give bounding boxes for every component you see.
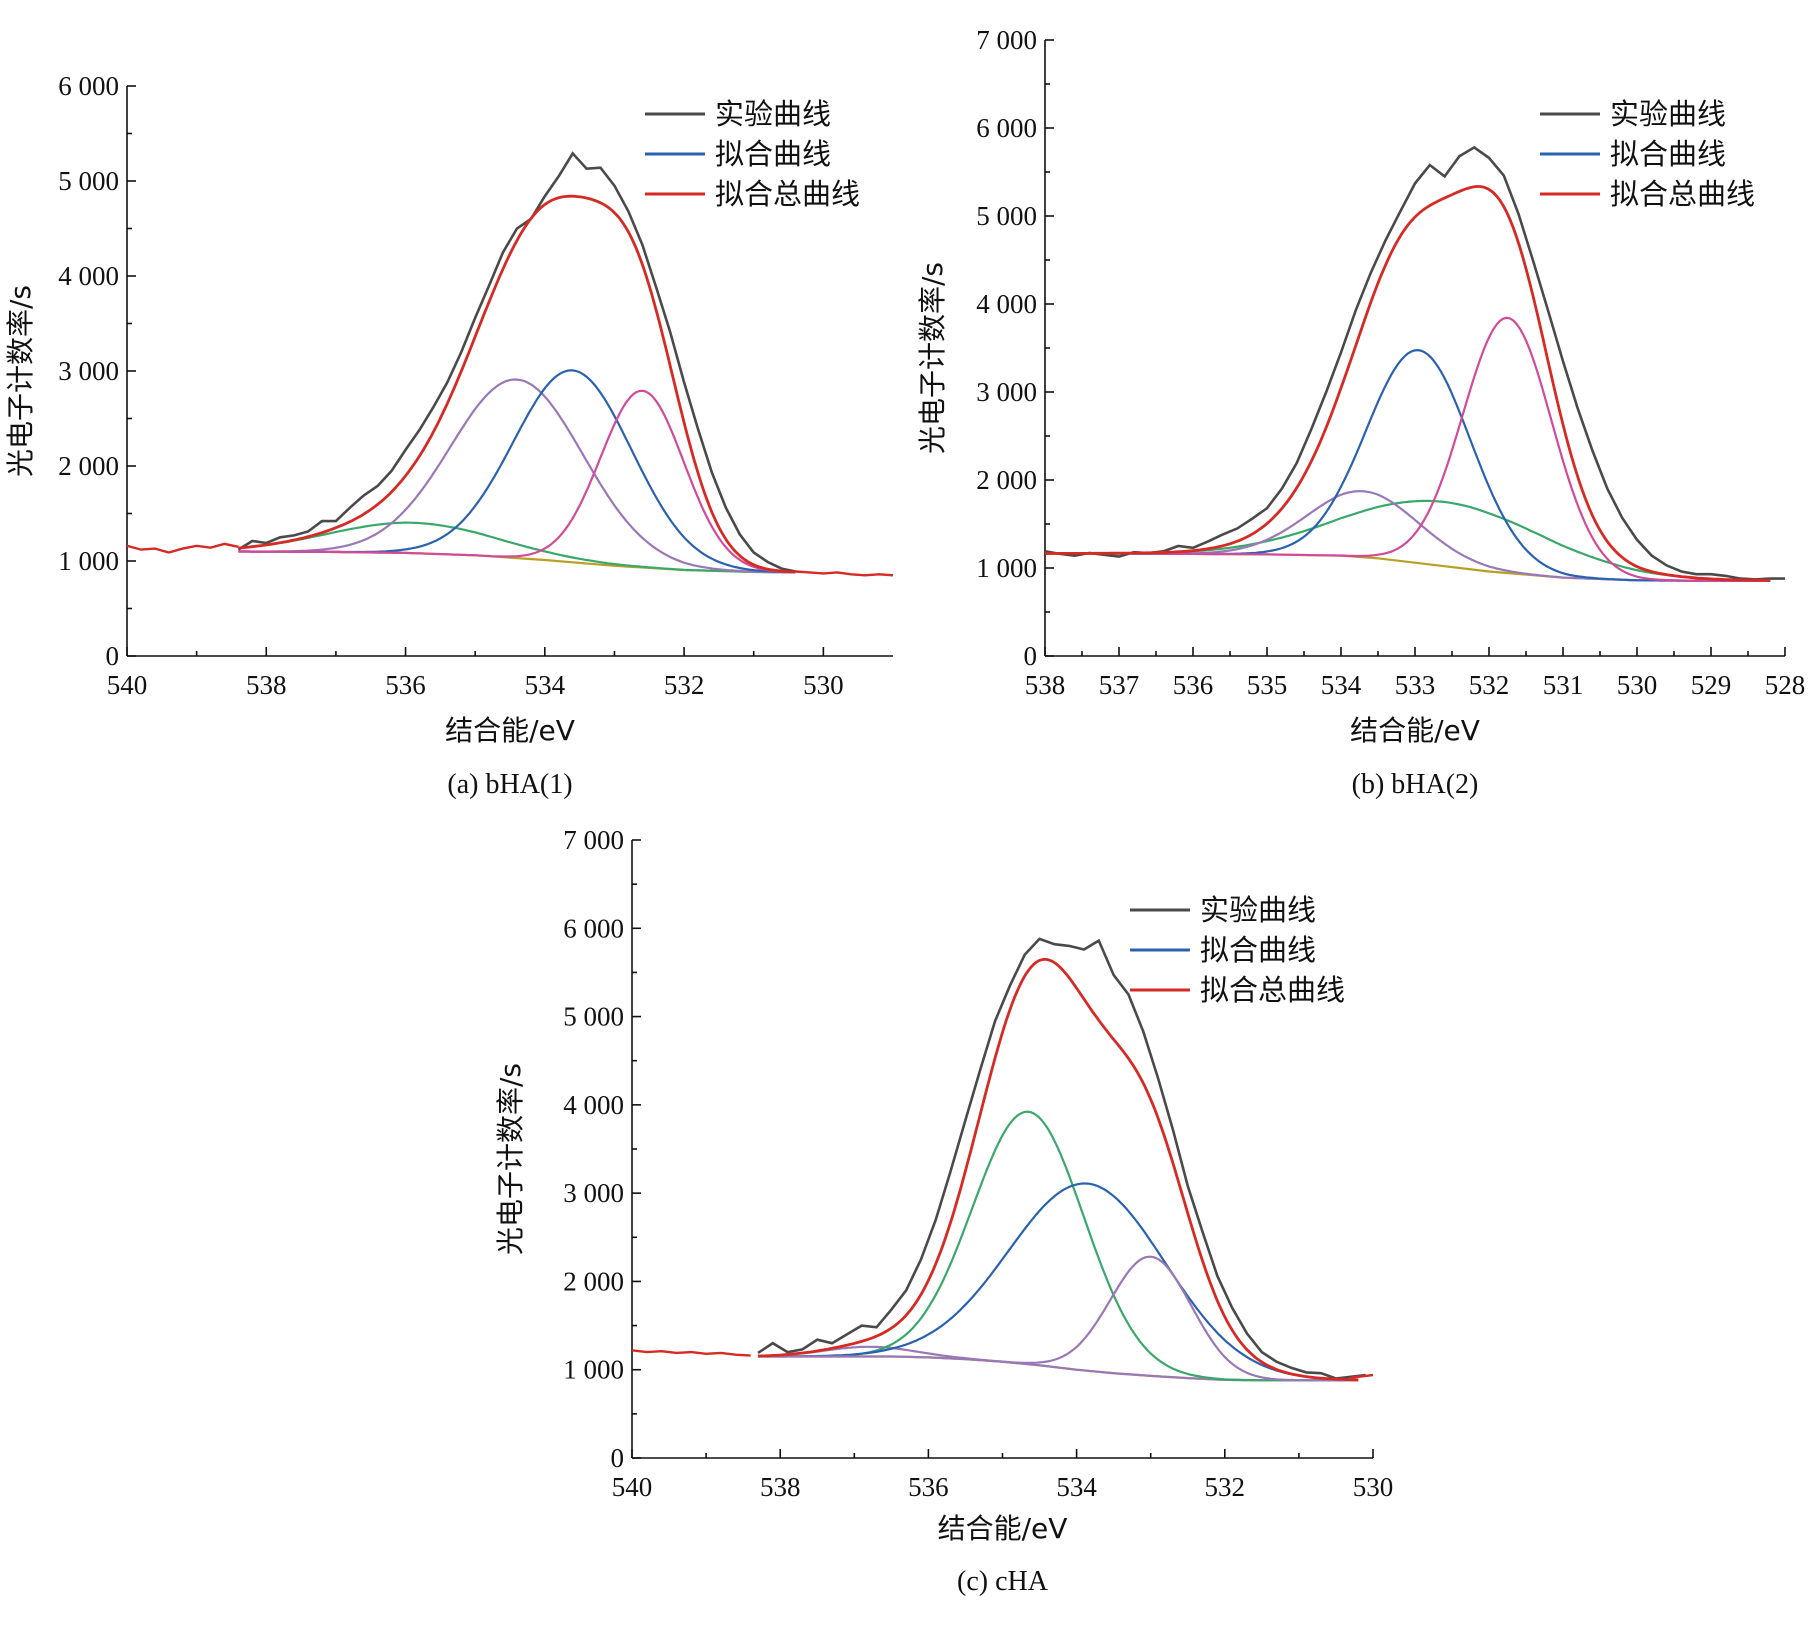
x-tick-label: 532 <box>1205 1472 1246 1502</box>
x-tick-label: 538 <box>246 670 287 700</box>
x-tick-label: 528 <box>1765 670 1806 700</box>
panel-caption: (c) cHA <box>957 1566 1049 1597</box>
total-fit-curve <box>1045 185 1771 582</box>
component-curve-3 <box>758 1182 1359 1381</box>
y-tick-label: 0 <box>106 641 120 671</box>
component-curve-1 <box>238 521 796 574</box>
x-tick-label: 534 <box>1321 670 1362 700</box>
legend-label: 实验曲线 <box>715 97 831 131</box>
component-curve-2 <box>758 1110 1359 1382</box>
y-tick-label: 6 000 <box>563 913 624 943</box>
y-tick-label: 4 000 <box>976 289 1037 319</box>
y-tick-label: 3 000 <box>976 377 1037 407</box>
y-tick-label: 1 000 <box>976 553 1037 583</box>
component-curve-4 <box>238 389 796 574</box>
total-fit-curve <box>757 957 1359 1382</box>
x-tick-label: 534 <box>525 670 566 700</box>
x-tick-label: 530 <box>803 670 844 700</box>
experimental-curve <box>237 151 796 573</box>
y-tick-label: 4 000 <box>58 261 119 291</box>
x-tick-label: 536 <box>908 1472 949 1502</box>
x-tick-label: 540 <box>107 670 148 700</box>
y-tick-label: 2 000 <box>976 465 1037 495</box>
x-tick-label: 536 <box>1173 670 1214 700</box>
y-axis-title: 光电子计数率/s <box>4 285 37 477</box>
component-curve-1 <box>758 1345 1359 1382</box>
y-axis-title: 光电子计数率/s <box>494 1063 527 1255</box>
y-tick-label: 6 000 <box>976 113 1037 143</box>
y-tick-label: 5 000 <box>58 166 119 196</box>
legend-label: 拟合曲线 <box>1200 933 1316 967</box>
x-tick-label: 535 <box>1247 670 1288 700</box>
legend-label: 实验曲线 <box>1610 97 1726 131</box>
experimental-curve <box>1044 145 1785 581</box>
experimental-curve <box>757 937 1366 1380</box>
y-tick-label: 3 000 <box>563 1178 624 1208</box>
panel-b-bha2: 0 1 000 2 000 3 000 4 000 5 000 6 000 7 000 538 5… <box>916 25 1805 800</box>
y-tick-label: 1 000 <box>58 546 119 576</box>
x-tick-label: 531 <box>1543 670 1584 700</box>
panel-caption: (a) bHA(1) <box>447 769 572 800</box>
legend-label: 拟合总曲线 <box>715 177 860 211</box>
y-tick-label: 6 000 <box>58 71 119 101</box>
outer-trace-curve <box>631 1349 751 1357</box>
y-tick-label: 2 000 <box>563 1266 624 1296</box>
component-curve-4 <box>758 1255 1359 1382</box>
x-tick-label: 538 <box>1025 670 1066 700</box>
legend-label: 实验曲线 <box>1200 893 1316 927</box>
legend-label: 拟合曲线 <box>715 137 831 171</box>
y-tick-label: 0 <box>611 1443 625 1473</box>
x-tick-label: 540 <box>612 1472 653 1502</box>
component-curve-3 <box>1045 348 1771 582</box>
legend-label: 拟合曲线 <box>1610 137 1726 171</box>
x-tick-label: 533 <box>1395 670 1436 700</box>
component-curve-2 <box>238 378 796 574</box>
baseline-curve <box>1045 552 1771 582</box>
legend-label: 拟合总曲线 <box>1610 177 1755 211</box>
y-tick-label: 3 000 <box>58 356 119 386</box>
outer-trace-curve <box>126 542 239 554</box>
x-tick-label: 534 <box>1056 1472 1097 1502</box>
x-axis-title: 结合能/eV <box>1350 714 1480 747</box>
component-curve-2 <box>1045 490 1771 582</box>
y-tick-label: 1 000 <box>563 1355 624 1385</box>
y-tick-label: 2 000 <box>58 451 119 481</box>
y-tick-label: 5 000 <box>976 201 1037 231</box>
x-tick-label: 532 <box>664 670 705 700</box>
legend-label: 拟合总曲线 <box>1200 973 1345 1007</box>
panel-caption: (b) bHA(2) <box>1352 769 1479 800</box>
x-tick-label: 536 <box>385 670 426 700</box>
total-fit-curve <box>238 194 796 574</box>
y-axis-title: 光电子计数率/s <box>916 262 949 454</box>
y-tick-label: 0 <box>1024 641 1038 671</box>
y-tick-label: 4 000 <box>563 1090 624 1120</box>
x-tick-label: 530 <box>1617 670 1658 700</box>
component-curve-4 <box>1045 316 1771 582</box>
x-tick-label: 529 <box>1691 670 1732 700</box>
outer-trace-curve <box>795 570 894 577</box>
x-tick-label: 532 <box>1469 670 1510 700</box>
panel-c-cha: 0 1 000 2 000 3 000 4 000 5 000 6 000 7 000 540 5… <box>494 825 1393 1597</box>
y-tick-label: 7 000 <box>976 25 1037 55</box>
y-tick-label: 5 000 <box>563 1002 624 1032</box>
outer-trace-curve <box>1350 1373 1374 1379</box>
x-tick-label: 538 <box>760 1472 801 1502</box>
x-tick-label: 530 <box>1353 1472 1394 1502</box>
x-axis-title: 结合能/eV <box>445 714 575 747</box>
panel-a-bha1: 0 1 000 2 000 3 000 4 000 5 000 6 000 540 538 536… <box>4 71 894 800</box>
y-tick-label: 7 000 <box>563 825 624 855</box>
x-tick-label: 537 <box>1099 670 1140 700</box>
x-axis-title: 结合能/eV <box>938 1512 1068 1545</box>
